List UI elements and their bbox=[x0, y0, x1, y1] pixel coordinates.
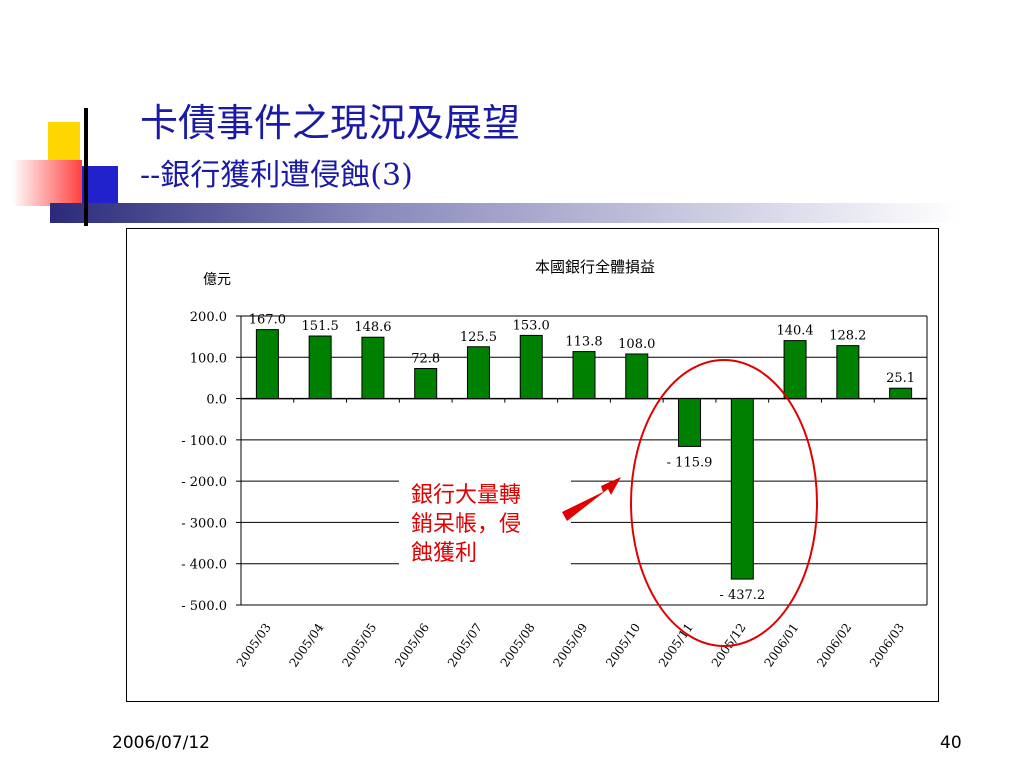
data-label: 108.0 bbox=[618, 337, 655, 352]
x-tick-label: 2006/01 bbox=[761, 621, 801, 670]
x-tick-label: 2005/04 bbox=[287, 620, 327, 669]
x-tick-label: 2006/02 bbox=[814, 621, 854, 670]
y-tick-label: 200.0 bbox=[190, 310, 227, 325]
data-label: 151.5 bbox=[302, 319, 339, 334]
bar-2006/02 bbox=[836, 345, 860, 400]
bar-2005/09 bbox=[572, 351, 596, 400]
deco-red-bar bbox=[12, 160, 82, 206]
x-tick-label: 2005/10 bbox=[603, 621, 643, 670]
data-label: 153.0 bbox=[513, 318, 550, 333]
data-label: 125.5 bbox=[460, 330, 497, 345]
bar-chart: 本國銀行全體損益 億元 167.0 151.5 148.6 72.8 125.5 153.… bbox=[181, 258, 928, 670]
data-label: 128.2 bbox=[829, 329, 866, 344]
bar-2005/10 bbox=[625, 353, 649, 400]
y-axis-unit-label: 億元 bbox=[203, 272, 231, 288]
data-label: 167.0 bbox=[249, 313, 286, 328]
annotation-text: 銀行大量轉 bbox=[411, 483, 521, 508]
x-tick-label: 2005/06 bbox=[392, 621, 432, 670]
bar-2005/08 bbox=[519, 334, 543, 400]
data-label: 148.6 bbox=[354, 320, 391, 335]
x-tick-label: 2005/11 bbox=[656, 621, 696, 670]
bar-2005/12 bbox=[730, 398, 754, 580]
y-tick-label: 100.0 bbox=[190, 351, 227, 366]
slide-subtitle: --銀行獲利遭侵蝕(3) bbox=[140, 158, 413, 193]
data-label: - 115.9 bbox=[667, 455, 713, 470]
x-tick-label: 2005/09 bbox=[550, 621, 590, 670]
y-tick-label: - 400.0 bbox=[181, 558, 227, 573]
bar-2006/01 bbox=[783, 340, 807, 400]
x-tick-label: 2006/03 bbox=[867, 621, 907, 670]
slide-title: 卡債事件之現況及展望 bbox=[140, 101, 521, 145]
bar-2005/04 bbox=[308, 335, 332, 400]
deco-horizontal-line bbox=[50, 203, 960, 223]
data-label: 113.8 bbox=[565, 335, 602, 350]
y-tick-label: - 500.0 bbox=[181, 599, 227, 614]
bar-2005/03 bbox=[255, 329, 279, 400]
bar-2005/05 bbox=[361, 336, 385, 400]
x-tick-label: 2005/05 bbox=[339, 621, 379, 670]
y-tick-label: 0.0 bbox=[206, 393, 227, 408]
bar-2006/03 bbox=[889, 387, 913, 400]
annotation-text: 銷呆帳，侵 bbox=[411, 512, 521, 537]
bar-2005/07 bbox=[466, 346, 490, 400]
annotation-box bbox=[399, 473, 571, 577]
annotation-arrow bbox=[562, 477, 621, 521]
highlight-ellipse bbox=[630, 359, 818, 647]
page-number: 40 bbox=[940, 733, 962, 753]
chart-frame: 本國銀行全體損益 億元 167.0 151.5 148.6 72.8 125.5 153.… bbox=[126, 228, 939, 702]
data-label: 72.8 bbox=[411, 352, 440, 367]
y-tick-label: - 200.0 bbox=[181, 475, 227, 490]
deco-vertical-line bbox=[84, 108, 88, 226]
footer-date: 2006/07/12 bbox=[112, 733, 210, 753]
deco-yellow-square bbox=[48, 122, 80, 164]
data-label: 25.1 bbox=[886, 371, 915, 386]
x-tick-label: 2005/08 bbox=[498, 621, 538, 670]
data-label: - 437.2 bbox=[719, 588, 765, 603]
x-tick-label: 2005/03 bbox=[234, 621, 274, 670]
data-label: 140.4 bbox=[776, 324, 813, 339]
x-tick-label: 2005/07 bbox=[445, 621, 485, 670]
bar-2005/11 bbox=[678, 398, 702, 447]
bar-2005/06 bbox=[414, 368, 438, 400]
annotation-text: 蝕獲利 bbox=[411, 541, 477, 566]
y-tick-label: - 100.0 bbox=[181, 434, 227, 449]
chart-title: 本國銀行全體損益 bbox=[535, 258, 655, 276]
y-tick-label: - 300.0 bbox=[181, 516, 227, 531]
